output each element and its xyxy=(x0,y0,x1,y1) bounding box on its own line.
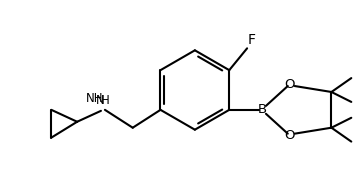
Text: N: N xyxy=(96,94,105,107)
Text: O: O xyxy=(284,129,295,142)
Text: H: H xyxy=(100,94,109,107)
Text: O: O xyxy=(284,78,295,91)
Text: F: F xyxy=(248,33,256,47)
Text: NH: NH xyxy=(85,92,103,105)
Text: B: B xyxy=(257,103,267,116)
